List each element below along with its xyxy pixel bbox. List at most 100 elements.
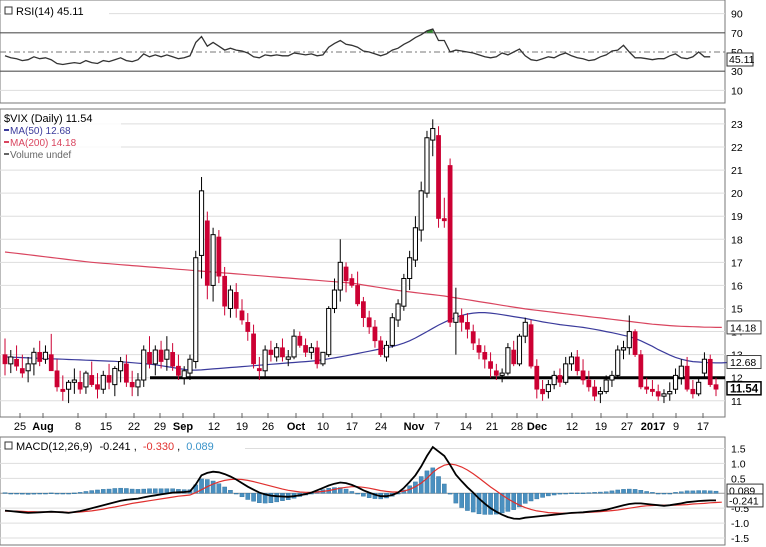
- candle-body-up: [505, 347, 511, 374]
- candle-body-down: [355, 285, 360, 305]
- macd-histogram-bar: [112, 488, 118, 494]
- candle-body-up: [499, 372, 505, 376]
- date-tick-label: 2017: [641, 421, 665, 433]
- candle-body-down: [297, 335, 303, 346]
- candle-body-down: [459, 315, 465, 323]
- macd-histogram-bar: [245, 493, 251, 500]
- candle-body-down: [441, 218, 447, 222]
- candle-body-up: [609, 374, 615, 381]
- date-tick-label: 19: [595, 421, 607, 433]
- macd-histogram-bar: [424, 470, 430, 494]
- macd-histogram-bar: [684, 490, 690, 494]
- price-tick-label: 12: [731, 373, 743, 385]
- macd-histogram-bar: [702, 490, 707, 494]
- date-axis: 25 Aug 8 15 22 29 Sep 12 19 26 Oct 10 17 24 Nov 7 14 21 28…: [14, 413, 709, 433]
- candle-body-down: [216, 236, 222, 277]
- candle-body-down: [233, 292, 239, 309]
- candle-body-down: [77, 382, 83, 390]
- macd-histogram-bar: [251, 493, 256, 502]
- macd-histogram-bar: [580, 492, 586, 494]
- macd-tick-label: 1.0: [731, 458, 746, 470]
- macd-histogram-bar: [141, 488, 147, 494]
- macd-histogram-bar: [650, 492, 655, 494]
- macd-histogram-bar: [632, 489, 638, 494]
- macd-histogram-bar: [638, 490, 644, 494]
- macd-histogram-bar: [25, 493, 31, 495]
- macd-label-signal: -0.330: [143, 441, 174, 453]
- date-tick-label: Dec: [527, 421, 547, 433]
- macd-histogram-bar: [615, 489, 621, 494]
- candle-body-up: [568, 356, 575, 365]
- rsi-line: [4, 28, 711, 66]
- macd-histogram-bar: [522, 493, 528, 504]
- candle-body-down: [470, 331, 476, 344]
- candle-body-down: [222, 275, 228, 307]
- date-tick-label: 21: [486, 421, 498, 433]
- candle-body-down: [176, 365, 181, 376]
- candle-body-up: [516, 335, 523, 365]
- macd-histogram-bar: [8, 493, 14, 495]
- candle-body-down: [574, 356, 580, 372]
- price-value-tag: [726, 320, 762, 335]
- ma50-line: [4, 312, 728, 371]
- macd-histogram-bar: [569, 492, 574, 494]
- price-value-tags: 14.18 12.68 11.54: [726, 320, 762, 396]
- rsi-tick-label: 10: [731, 85, 743, 97]
- candle-body-up: [285, 356, 291, 360]
- candle-body-up: [320, 351, 326, 365]
- candle-body-down: [713, 384, 719, 390]
- date-tick-label: Sep: [173, 421, 193, 433]
- price-value-tag-text: 12.68: [730, 357, 756, 369]
- candle-body-down: [655, 391, 661, 397]
- macd-histogram-bar: [505, 493, 511, 512]
- macd-histogram-bar: [517, 493, 522, 508]
- legend-entry: MA(200) 14.18: [10, 138, 77, 149]
- date-tick-label: 7: [434, 421, 440, 433]
- macd-tick-label: 1.5: [731, 443, 746, 455]
- macd-label: MACD(12,26,9) -0.241 , -0.330 , 0.089: [16, 441, 214, 453]
- candle-body-up: [389, 317, 395, 346]
- candle-body-up: [181, 370, 187, 379]
- date-tick-label: 17: [346, 421, 358, 433]
- candle-body-down: [690, 388, 696, 395]
- candle-body-up: [696, 381, 702, 395]
- price-tick-label: 16: [731, 280, 743, 292]
- candle-body-down: [343, 266, 349, 282]
- macd-histogram-bar: [37, 493, 42, 495]
- candle-body-up: [672, 374, 679, 390]
- macd-histogram-bar: [494, 493, 499, 515]
- macd-label-sep2: ,: [177, 441, 180, 453]
- macd-histogram-bar: [129, 488, 135, 494]
- date-tick-label: 29: [154, 421, 166, 433]
- macd-histogram-bar: [147, 488, 152, 494]
- candle-body-up: [418, 190, 424, 231]
- macd-histogram-bar: [465, 493, 470, 511]
- candle-body-down: [644, 386, 650, 390]
- macd-histogram-bar: [528, 493, 534, 502]
- candle-body-down: [280, 347, 285, 358]
- macd-histogram-bar: [667, 493, 673, 495]
- macd-histogram-bar: [48, 492, 54, 494]
- candle-body-down: [60, 388, 66, 392]
- macd-histogram-bar: [262, 493, 268, 504]
- macd-histogram-bar: [106, 488, 112, 494]
- legend-entry: Volume undef: [10, 150, 71, 161]
- date-tick-label: 15: [100, 421, 112, 433]
- candle-body-up: [71, 379, 77, 383]
- macd-tick-label: 0.5: [731, 473, 746, 485]
- macd-histogram-bar: [476, 493, 482, 515]
- price-tick-label: 15: [731, 303, 743, 315]
- candle-body-up: [430, 128, 436, 141]
- date-tick-label: Oct: [287, 421, 306, 433]
- candle-body-down: [158, 349, 164, 362]
- macd-histogram-bar: [268, 493, 274, 503]
- macd-label-name: MACD(12,26,9): [16, 441, 92, 453]
- macd-histogram-bar: [430, 467, 436, 494]
- candle-body-up: [274, 347, 280, 358]
- candle-body-down: [37, 352, 43, 362]
- macd-histogram-bar: [274, 493, 279, 503]
- rsi-tick-label: 90: [731, 9, 743, 21]
- macd-histogram-bar: [644, 491, 649, 494]
- candle-body-down: [482, 352, 488, 360]
